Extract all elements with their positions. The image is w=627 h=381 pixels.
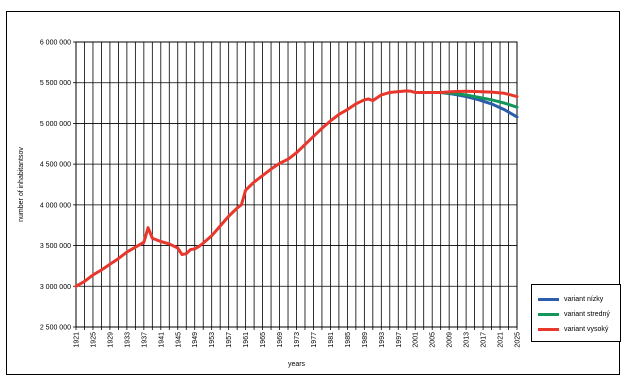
series-line-2 (439, 90, 519, 109)
legend-label: variant vysoký (564, 326, 609, 333)
x-tick-label: 1925 (90, 332, 97, 348)
x-tick-label: 1929 (107, 332, 114, 348)
x-tick-label: 2013 (464, 332, 471, 348)
x-tick-label: 1933 (124, 332, 131, 348)
x-tick-label: 2017 (481, 332, 488, 348)
chart-frame: 2 500 000 3 000 000 3 500 000 4 000 000 4 50… (6, 11, 621, 375)
x-tick-label: 1921 (74, 332, 81, 348)
y-tick-label: 3 500 000 (40, 243, 71, 250)
x-tick-label: 2001 (413, 332, 420, 348)
x-tick-label: 1965 (260, 332, 267, 348)
x-tick-label: 2005 (430, 332, 437, 348)
x-tick-label: 2021 (498, 332, 505, 348)
x-tick-label: 1953 (209, 332, 216, 348)
x-tick-label: 1937 (141, 332, 148, 348)
x-tick-label: 1997 (396, 332, 403, 348)
x-tick-label: 1961 (243, 332, 250, 348)
historical-line (74, 89, 443, 288)
y-tick-label: 5 500 000 (40, 80, 71, 87)
x-tick-label: 1993 (379, 332, 386, 348)
x-tick-label: 2009 (447, 332, 454, 348)
x-tick-label: 1989 (362, 332, 369, 348)
legend-swatch (538, 328, 559, 331)
x-tick-label: 1941 (158, 332, 165, 348)
x-tick-label: 1949 (192, 332, 199, 348)
x-tick-label: 1985 (345, 332, 352, 348)
y-tick-label: 4 000 000 (40, 202, 71, 209)
x-tick-label: 1945 (175, 332, 182, 348)
line-chart: 2 500 000 3 000 000 3 500 000 4 000 000 4 50… (18, 40, 522, 369)
y-tick-label: 3 000 000 (40, 284, 71, 291)
y-tick-label: 5 000 000 (40, 121, 71, 128)
legend-swatch (538, 313, 559, 316)
y-tick-label: 2 500 000 (40, 325, 71, 332)
legend-label: variant nízky (564, 296, 604, 303)
x-tick-label: 1973 (294, 332, 301, 348)
y-tick-label: 4 500 000 (40, 162, 71, 169)
y-axis-title: number of inhabitantsov (18, 147, 25, 222)
x-axis-title: years (288, 361, 306, 368)
legend: variant nízky variant stredný variant vyso… (531, 284, 621, 342)
legend-item: variant nízky (532, 292, 620, 307)
legend-swatch (538, 298, 559, 301)
legend-label: variant stredný (564, 311, 610, 318)
y-tick-label: 6 000 000 (40, 40, 71, 47)
x-tick-label: 1969 (277, 332, 284, 348)
series-line-3 (439, 89, 519, 99)
x-tick-label: 1977 (311, 332, 318, 348)
x-tick-label: 1981 (328, 332, 335, 348)
x-tick-label: 1957 (226, 332, 233, 348)
x-tick-label: 2025 (515, 332, 522, 348)
legend-item: variant vysoký (532, 322, 620, 337)
legend-item: variant stredný (532, 307, 620, 322)
